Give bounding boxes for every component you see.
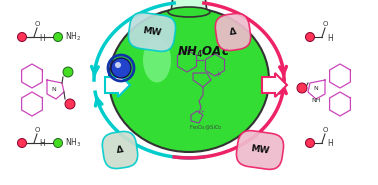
Circle shape (305, 33, 314, 41)
Circle shape (63, 67, 73, 77)
FancyArrow shape (105, 73, 130, 97)
Text: MW: MW (250, 144, 270, 156)
Ellipse shape (168, 7, 210, 17)
Text: NH: NH (311, 97, 321, 102)
Circle shape (65, 99, 75, 109)
Text: O: O (322, 21, 328, 27)
Text: H: H (39, 33, 45, 43)
Circle shape (111, 58, 131, 78)
Circle shape (17, 139, 26, 147)
Text: O: O (322, 127, 328, 133)
Text: N: N (52, 87, 56, 92)
Circle shape (54, 139, 62, 147)
Text: O: O (34, 127, 40, 133)
Text: NH$_2$: NH$_2$ (65, 31, 81, 43)
Text: Fe$_3$O$_4$@SiO$_2$: Fe$_3$O$_4$@SiO$_2$ (189, 123, 223, 132)
Circle shape (115, 62, 121, 68)
Text: MW: MW (142, 26, 162, 38)
Text: O: O (34, 21, 40, 27)
Text: N: N (314, 85, 318, 90)
Polygon shape (171, 0, 207, 12)
Text: Δ: Δ (116, 145, 124, 155)
FancyArrow shape (262, 73, 287, 97)
Ellipse shape (143, 38, 171, 83)
Text: O: O (197, 50, 203, 56)
Text: H: H (327, 33, 333, 43)
Circle shape (17, 33, 26, 41)
Text: H: H (39, 139, 45, 149)
Text: +: + (214, 70, 221, 79)
Text: NH$_4$OAc: NH$_4$OAc (177, 44, 229, 60)
Text: +: + (199, 109, 204, 114)
Circle shape (297, 83, 307, 93)
Text: H: H (327, 139, 333, 149)
Text: Δ: Δ (229, 27, 237, 37)
Ellipse shape (109, 8, 269, 152)
Circle shape (54, 33, 62, 41)
Text: NH$_3$: NH$_3$ (65, 137, 81, 149)
Circle shape (305, 139, 314, 147)
